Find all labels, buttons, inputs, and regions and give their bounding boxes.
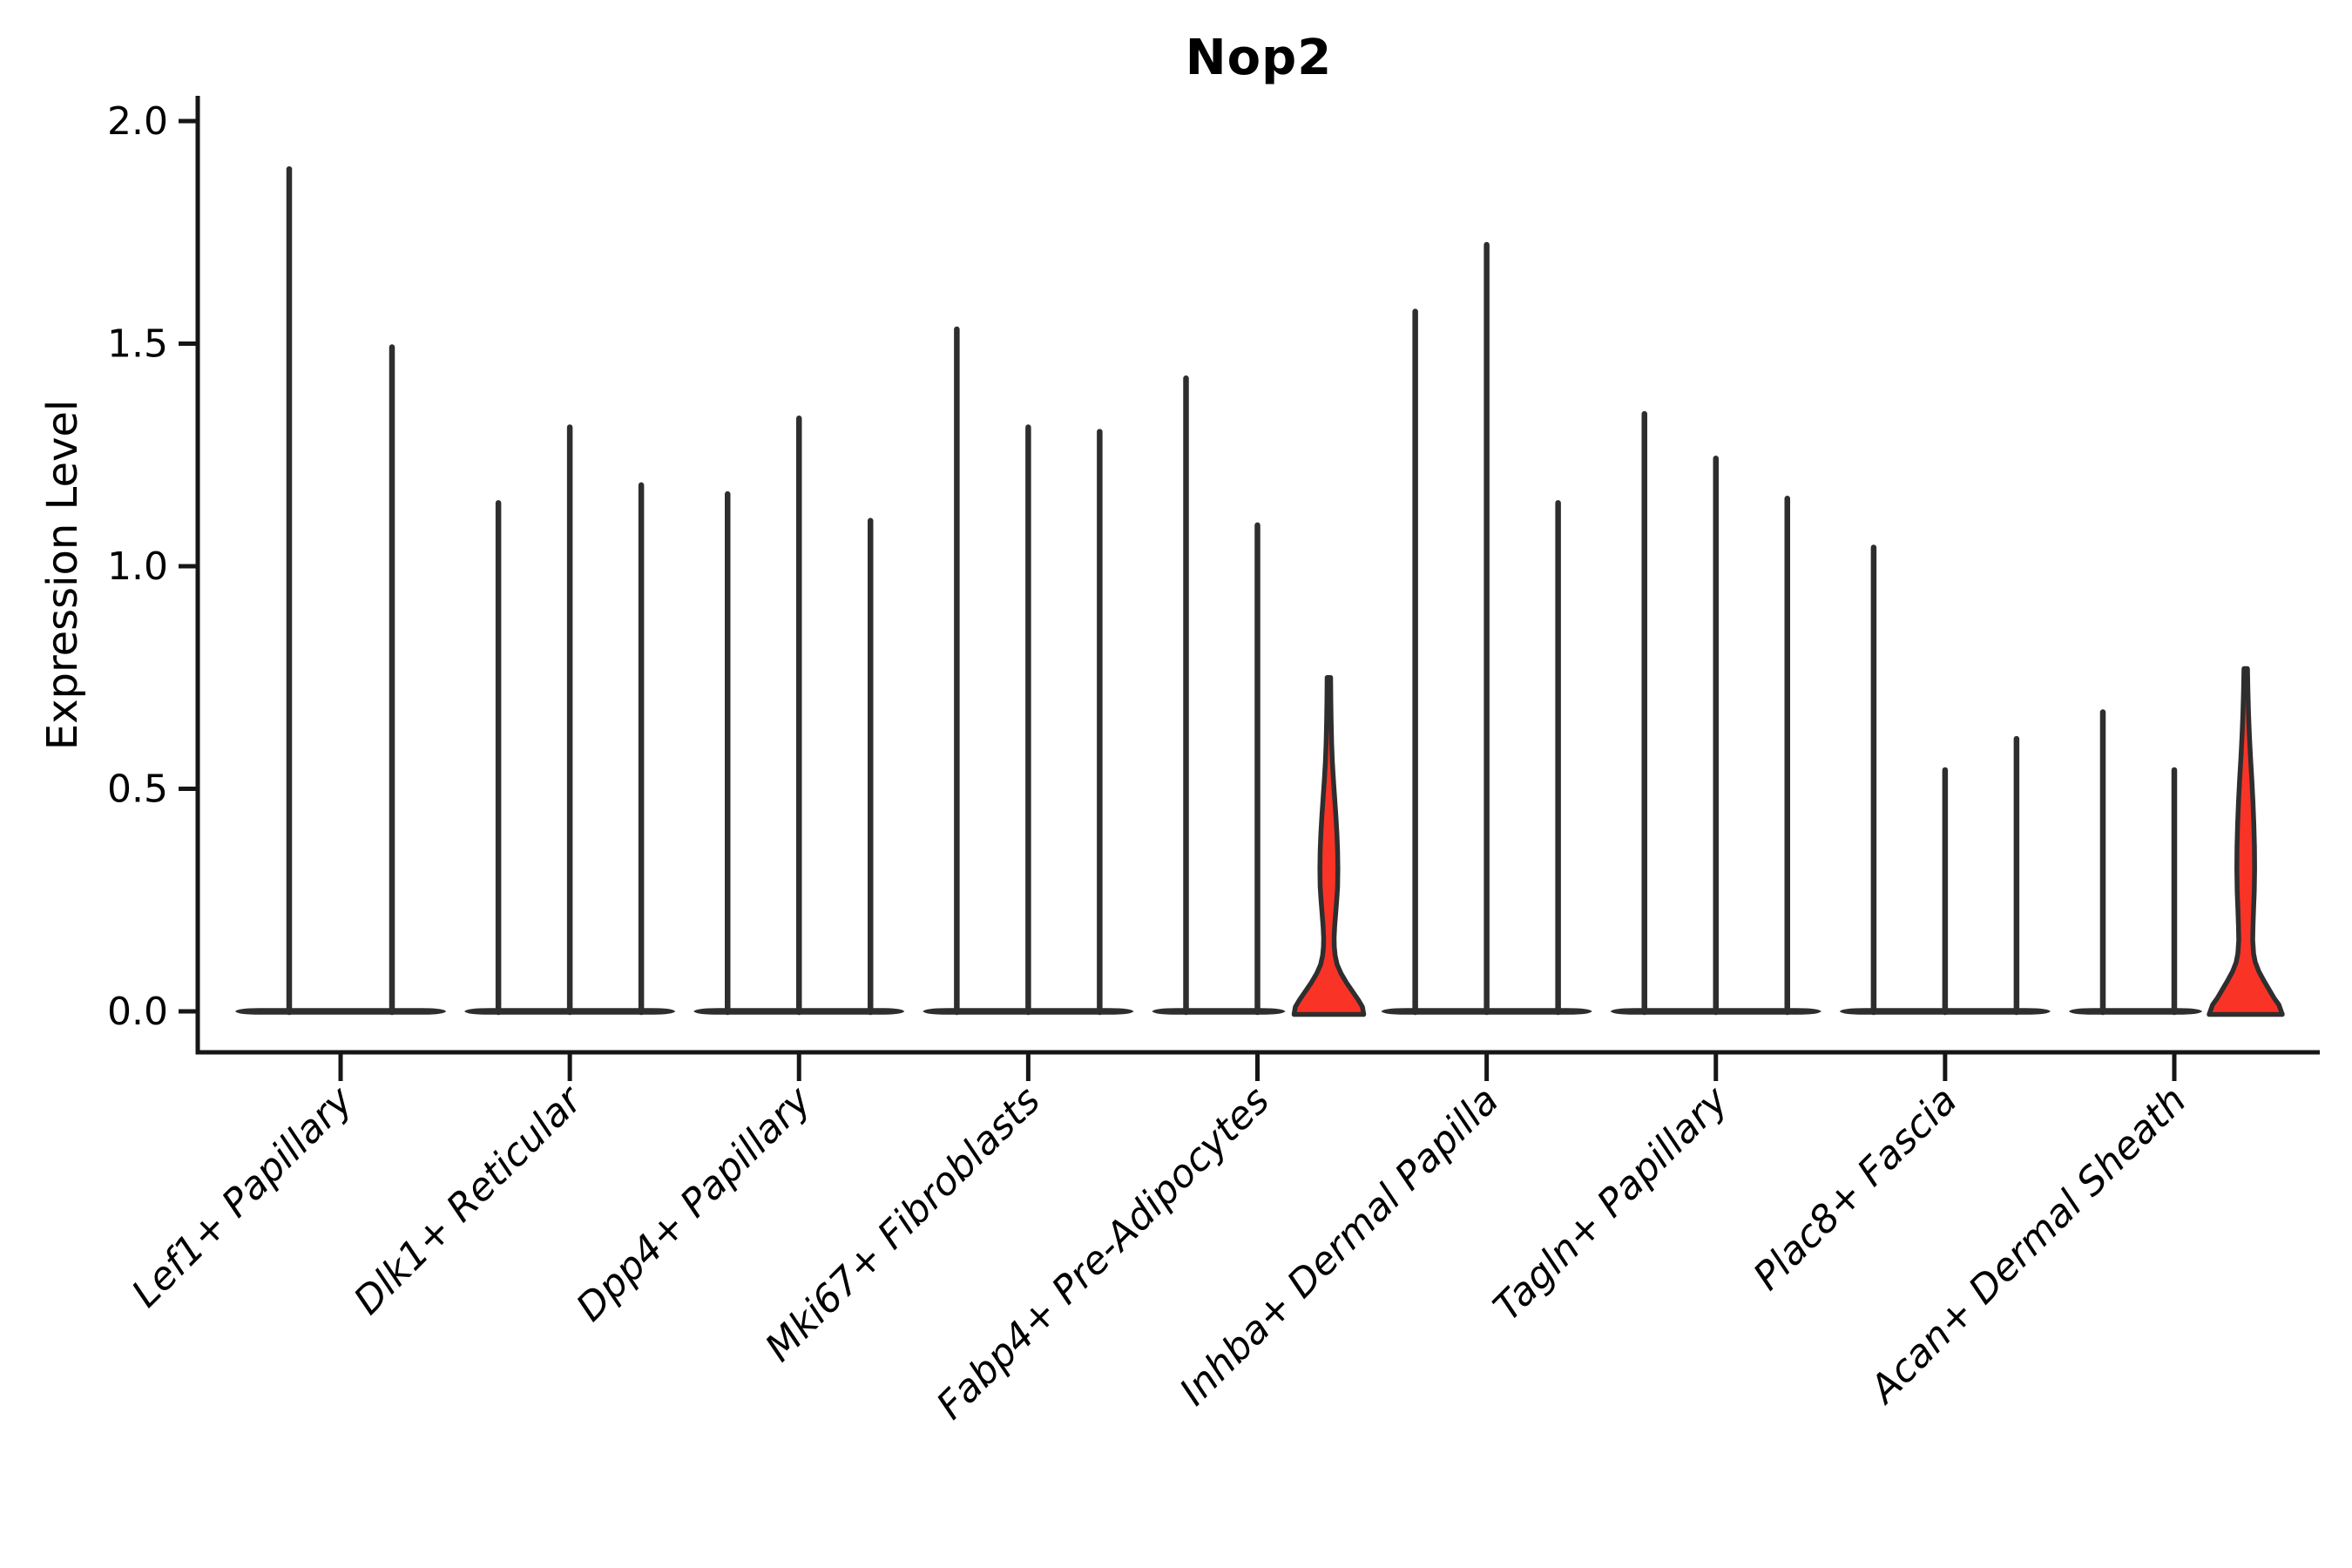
y-tick-label: 0.5	[107, 767, 168, 812]
x-tick-label: Dlk1+ Reticular	[346, 1077, 592, 1323]
x-tick-label: Tagln+ Papillary	[1485, 1078, 1737, 1329]
x-tick-label: Dpp4+ Papillary	[568, 1078, 821, 1330]
y-tick-label: 1.5	[107, 322, 168, 367]
violin-base-0	[235, 1008, 446, 1015]
violin-highlighted-8-2	[2207, 666, 2285, 1017]
violin-base-4	[1152, 1008, 1286, 1015]
y-tick-label: 1.0	[107, 544, 168, 589]
violin-highlighted-4-2	[1291, 675, 1367, 1017]
y-tick-label: 0.0	[107, 990, 168, 1034]
violin-base-8	[2069, 1008, 2202, 1015]
x-tick-label: Plac8+ Fascia	[1745, 1078, 1965, 1299]
y-tick-label: 2.0	[107, 99, 168, 144]
chart-title: Nop2	[1185, 30, 1333, 86]
x-tick-label: Lef1+ Papillary	[124, 1078, 362, 1316]
